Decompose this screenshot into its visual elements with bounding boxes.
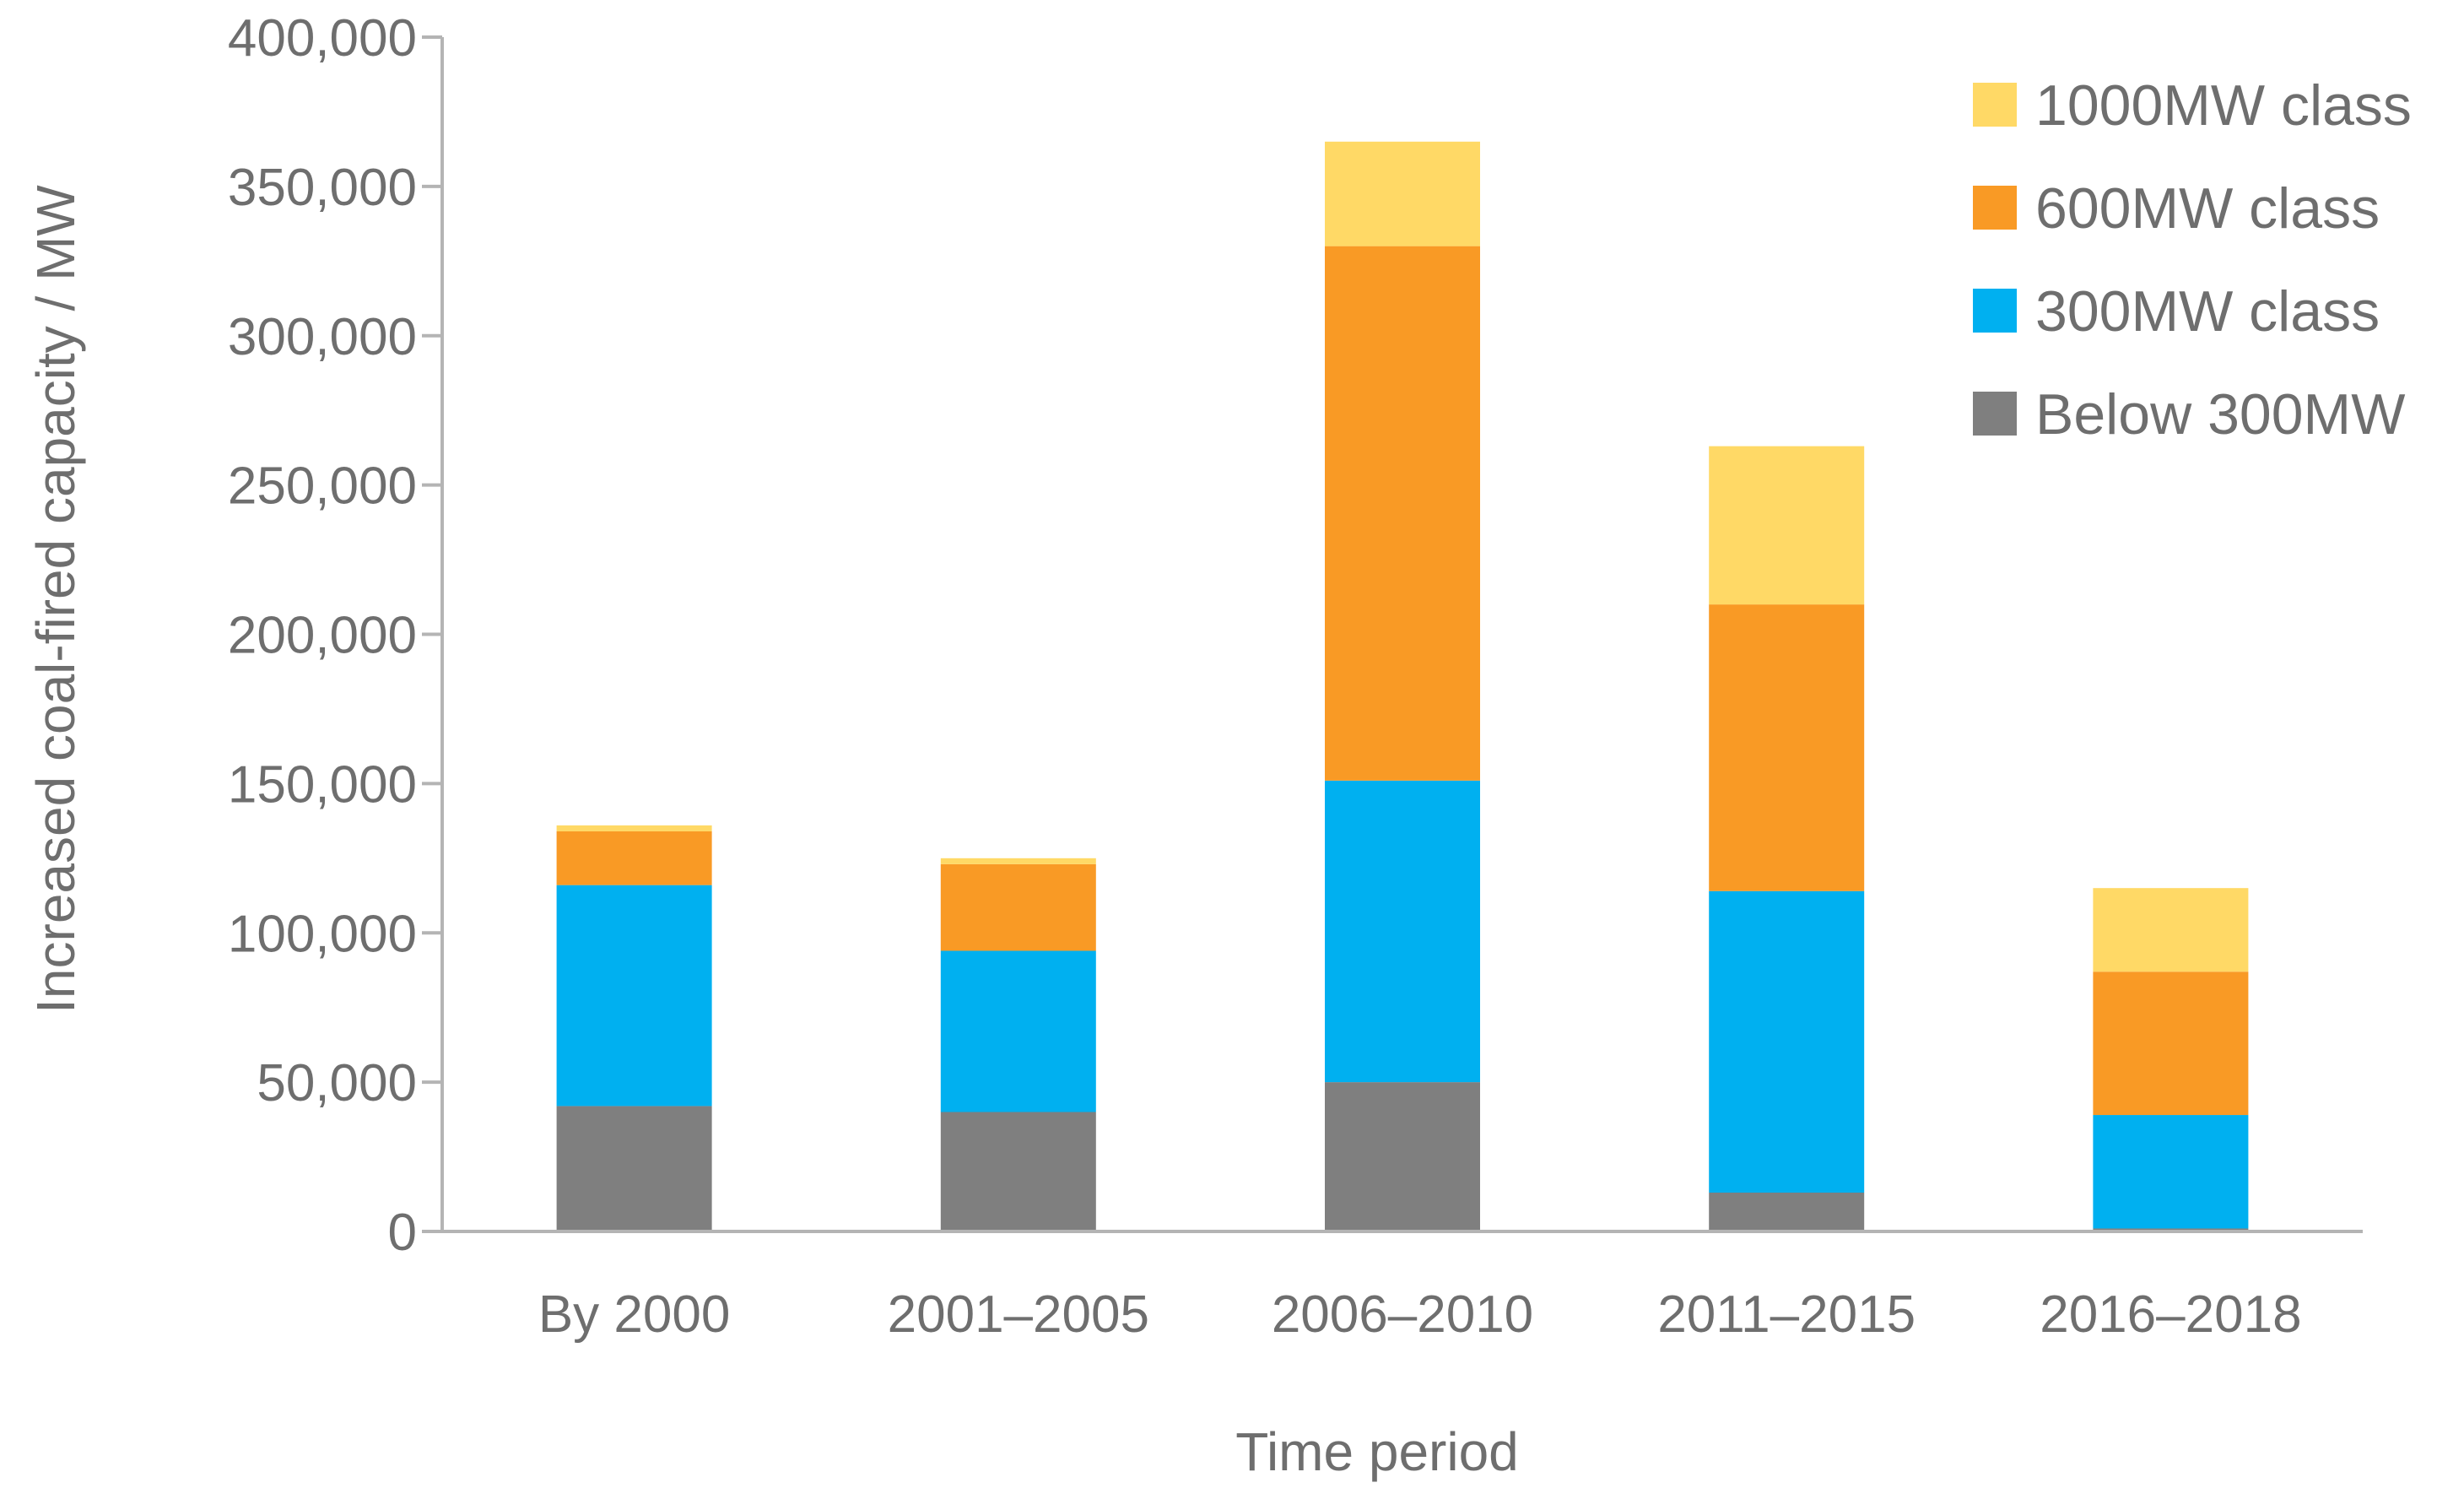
legend-label: Below 300MW bbox=[2035, 382, 2405, 446]
bar-segment bbox=[1325, 780, 1480, 1083]
bar-segment bbox=[1709, 890, 1865, 1193]
y-tick-label: 250,000 bbox=[228, 457, 417, 516]
x-axis-title: Time period bbox=[1235, 1421, 1519, 1482]
y-tick-label: 400,000 bbox=[228, 9, 417, 68]
legend-label: 1000MW class bbox=[2035, 73, 2412, 138]
bar-segment bbox=[556, 885, 712, 1107]
bar-segment bbox=[940, 1112, 1096, 1231]
bar-segment bbox=[1325, 141, 1480, 246]
y-tick-label: 200,000 bbox=[228, 607, 417, 665]
legend-swatch bbox=[1973, 289, 2017, 333]
x-tick-label: By 2000 bbox=[538, 1285, 731, 1344]
y-tick-label: 0 bbox=[388, 1204, 417, 1262]
bar-segment bbox=[2093, 1115, 2249, 1229]
x-tick-label: 2016–2018 bbox=[2040, 1285, 2301, 1344]
bar-segment bbox=[1709, 446, 1865, 605]
bar-segment bbox=[2093, 888, 2249, 972]
bar-segment bbox=[1325, 246, 1480, 781]
y-tick-label: 300,000 bbox=[228, 308, 417, 366]
legend-label: 300MW class bbox=[2035, 279, 2380, 344]
bar-segment bbox=[1709, 604, 1865, 891]
x-tick-label: 2001–2005 bbox=[888, 1285, 1149, 1344]
legend: 1000MW class 600MW class 300MW class Below … bbox=[1973, 73, 2412, 446]
bar-segment bbox=[556, 831, 712, 885]
y-tick-label: 100,000 bbox=[228, 905, 417, 963]
y-tick-label: 150,000 bbox=[228, 755, 417, 814]
y-tick-label: 50,000 bbox=[257, 1054, 417, 1112]
y-axis-title: Increased coal-fired capacity / MW bbox=[25, 185, 86, 1014]
bar-segment bbox=[940, 858, 1096, 864]
y-tick-label: 350,000 bbox=[228, 159, 417, 217]
bar-segment bbox=[940, 863, 1096, 951]
y-axis-ticks: 0 50,000 100,000 150,000 200,000 250,000 300,0… bbox=[228, 9, 442, 1262]
x-tick-label: 2011–2015 bbox=[1657, 1285, 1916, 1344]
x-tick-label: 2006–2010 bbox=[1272, 1285, 1533, 1344]
bar-segment bbox=[2093, 971, 2249, 1116]
bar-segment bbox=[1709, 1193, 1865, 1231]
legend-swatch bbox=[1973, 186, 2017, 230]
bar-segment bbox=[940, 950, 1096, 1112]
bar-segment bbox=[1325, 1082, 1480, 1231]
legend-label: 600MW class bbox=[2035, 176, 2380, 241]
bars bbox=[556, 141, 2249, 1231]
legend-swatch bbox=[1973, 392, 2017, 436]
x-axis-tick-labels: By 2000 2001–2005 2006–2010 2011–2015 2016–2… bbox=[538, 1285, 2302, 1344]
bar-segment bbox=[556, 1106, 712, 1231]
bar-segment bbox=[556, 825, 712, 831]
legend-swatch bbox=[1973, 83, 2017, 127]
